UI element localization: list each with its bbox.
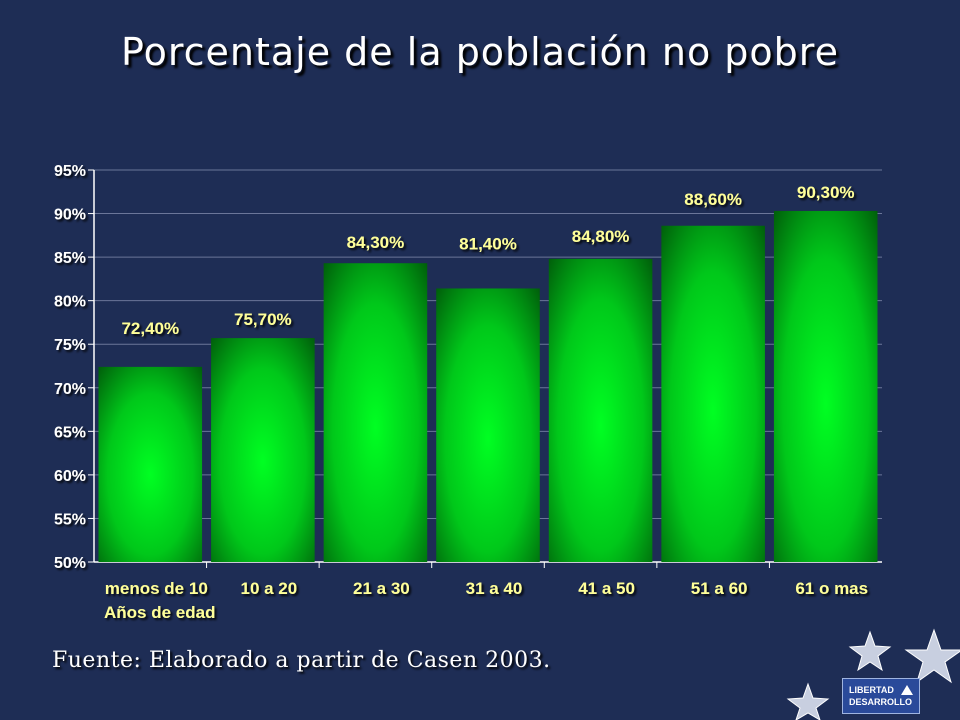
- y-tick-label: 85%: [54, 250, 86, 267]
- x-tick-label: 31 a 40: [466, 579, 523, 598]
- logo-text-1: LIBERTAD: [849, 685, 894, 695]
- logo-triangle-icon: [901, 685, 913, 695]
- bar: [773, 210, 878, 563]
- data-labels: 72,40% 75,70% 84,30% 81,40% 84,80% 88,60% 90,3…: [121, 183, 854, 338]
- y-tick-label: 50%: [54, 555, 86, 572]
- star-icon: [786, 682, 830, 720]
- x-tick-label: 21 a 30: [353, 579, 410, 598]
- source-note: Fuente: Elaborado a partir de Casen 2003…: [52, 648, 551, 673]
- data-label: 88,60%: [684, 190, 742, 209]
- x-tick-label: menos de 10: [105, 579, 208, 598]
- logo: LIBERTAD DESARROLLO: [842, 678, 920, 714]
- x-tick-label: 41 a 50: [578, 579, 635, 598]
- star-icon: [904, 628, 960, 684]
- y-tick-label: 95%: [54, 163, 86, 180]
- x-tick-labels: menos de 10 10 a 20 21 a 30 31 a 40 41 a 50 5…: [105, 579, 868, 598]
- bar: [661, 225, 765, 563]
- x-tick-label: 51 a 60: [691, 579, 748, 598]
- star-icon: [848, 630, 892, 672]
- y-tick-label: 65%: [54, 424, 86, 441]
- data-label: 90,30%: [797, 183, 855, 202]
- x-tick-label: 10 a 20: [240, 579, 297, 598]
- y-tick-label: 55%: [54, 511, 86, 528]
- bar: [98, 366, 203, 562]
- x-axis-label: Años de edad: [104, 603, 215, 622]
- y-tick-label: 60%: [54, 468, 86, 485]
- bar: [323, 263, 428, 562]
- y-tick-label: 80%: [54, 294, 86, 311]
- y-tick-label: 70%: [54, 381, 86, 398]
- data-label: 72,40%: [121, 319, 179, 338]
- x-tick-label: 61 o mas: [795, 579, 868, 598]
- bar: [211, 338, 315, 562]
- y-tick-label: 75%: [54, 337, 86, 354]
- bars: [98, 210, 878, 563]
- bar: [436, 288, 540, 562]
- logo-text-2: DESARROLLO: [849, 697, 912, 707]
- y-tick-labels: 50% 55% 60% 65% 70% 75% 80% 85% 90% 95%: [54, 163, 86, 572]
- data-label: 84,30%: [347, 233, 405, 252]
- chart-title: Porcentaje de la población no pobre: [121, 30, 839, 74]
- data-label: 75,70%: [234, 310, 292, 329]
- y-tick-label: 90%: [54, 207, 86, 224]
- bar: [548, 258, 653, 562]
- data-label: 81,40%: [459, 234, 517, 253]
- data-label: 84,80%: [572, 227, 630, 246]
